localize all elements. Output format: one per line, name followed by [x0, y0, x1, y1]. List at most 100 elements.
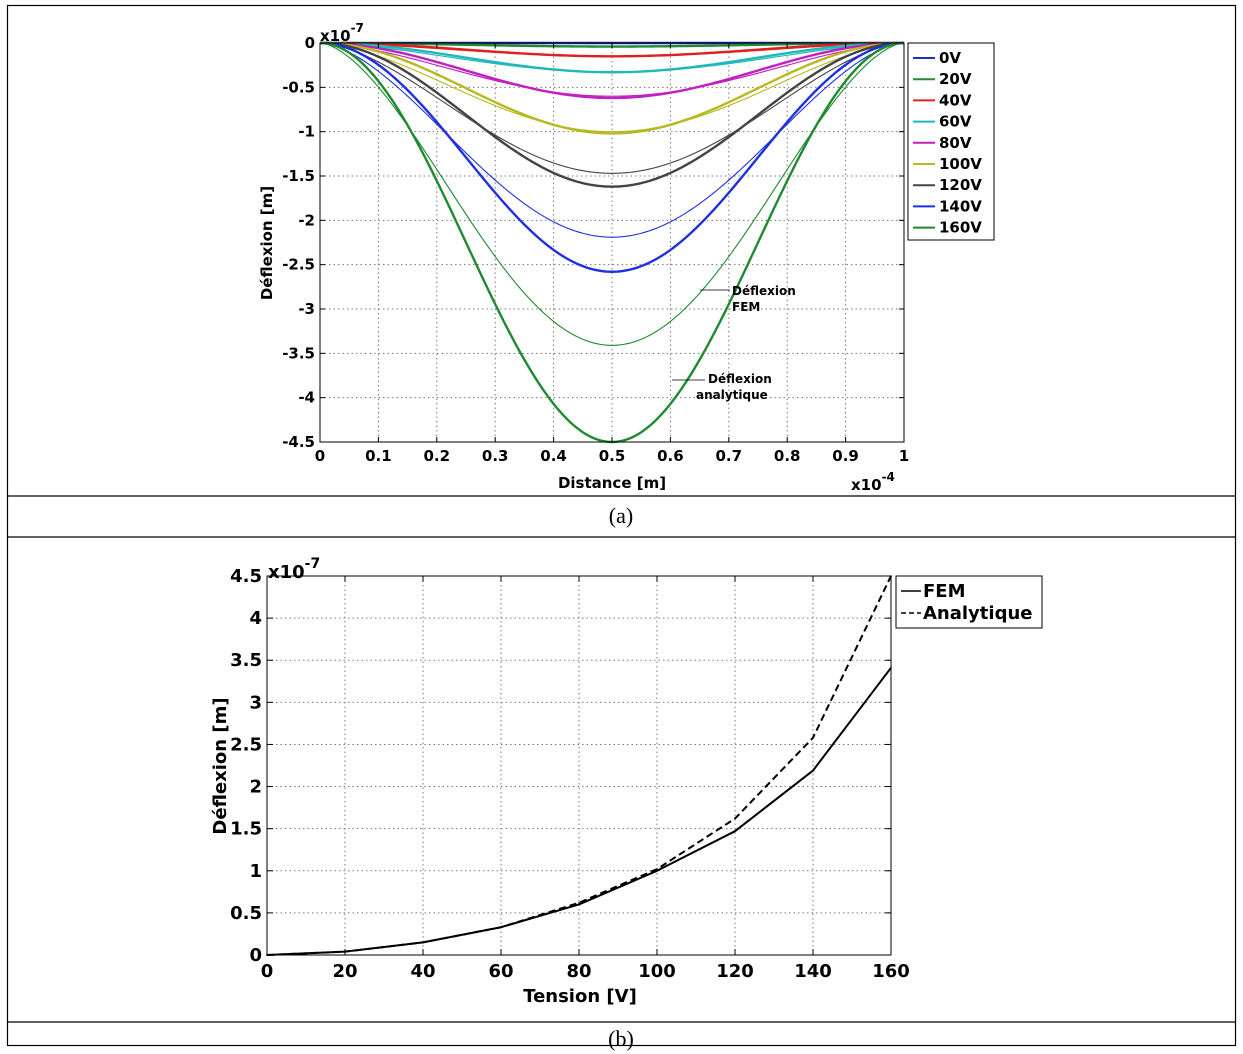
chart-b-y-label: Déflexion [m] [210, 697, 231, 834]
chart-a-grid [320, 43, 904, 442]
series-analytic-120V [319, 41, 905, 188]
x-tick-label: 0.6 [657, 447, 684, 465]
point-analytique [422, 941, 424, 944]
series-analytic-100V [319, 41, 905, 135]
chart-a-x-label: Distance [m] [558, 474, 666, 492]
y-tick-label: 2 [249, 777, 262, 798]
chart-b-y-exp-base: x10 [268, 562, 305, 583]
y-tick-label: 0.5 [230, 903, 262, 924]
chart-a-x-ticks: 0 0.1 0.2 0.3 0.4 0.5 0.6 0.7 0.8 0.9 1 [315, 43, 909, 465]
chart-a: 0 0.1 0.2 0.3 0.4 0.5 0.6 0.7 0.8 0.9 1 0 -0.5 -1 -1.… [258, 21, 995, 494]
series-fem-160V [319, 42, 905, 346]
y-tick-label: -4 [298, 389, 315, 407]
legend-label: 160V [939, 219, 982, 237]
point-fem [734, 830, 736, 832]
caption-a: (a) [609, 503, 633, 528]
y-tick-label: -2.5 [282, 256, 315, 274]
chart-a-x-exp-power: -4 [882, 470, 895, 484]
x-tick-label: 0.9 [832, 447, 859, 465]
y-tick-label: -4.5 [282, 433, 315, 451]
legend-label: 40V [939, 91, 972, 109]
legend-label: 100V [939, 155, 982, 173]
x-tick-label: 0 [261, 961, 274, 982]
y-tick-label: 2.5 [230, 734, 262, 755]
chart-b-y-exponent: x10-7 [268, 556, 320, 583]
x-tick-label: 60 [488, 961, 513, 982]
x-tick-label: 80 [566, 961, 591, 982]
chart-a-y-ticks: 0 -0.5 -1 -1.5 -2 -2.5 -3 -3.5 -4 -4.5 [282, 34, 904, 451]
x-tick-label: 0.4 [540, 447, 567, 465]
chart-b-grid [267, 576, 891, 955]
legend-label: 80V [939, 134, 972, 152]
point-fem [656, 869, 658, 872]
y-tick-label: 0 [305, 34, 315, 52]
caption-b: (b) [608, 1026, 634, 1051]
x-tick-label: 0.2 [424, 447, 451, 465]
series-fem-80V [319, 42, 905, 97]
series-analytic-140V [319, 41, 905, 273]
legend-label: 0V [939, 49, 961, 67]
chart-b-x-label: Tension [V] [523, 986, 637, 1007]
series-analytic-80V [319, 41, 905, 100]
y-tick-label: 1 [249, 861, 262, 882]
y-tick-label: -1 [298, 123, 315, 141]
legend-label: 60V [939, 113, 972, 131]
table-border [6, 4, 1237, 1047]
x-tick-label: 0.8 [774, 447, 801, 465]
x-tick-label: 120 [716, 961, 754, 982]
series-fem-140V [319, 42, 905, 238]
chart-a-y-label: Déflexion [m] [258, 186, 276, 300]
legend-label: 140V [939, 197, 982, 215]
y-tick-label: 3 [249, 692, 262, 713]
series-analytic-60V [319, 41, 905, 74]
y-tick-label: -3 [298, 300, 315, 318]
x-tick-label: 40 [410, 961, 435, 982]
legend-label: FEM [923, 581, 966, 602]
legend-label: 120V [939, 176, 982, 194]
annotation-fem-line1: Déflexion [732, 284, 796, 298]
series-fem-100V [319, 42, 905, 133]
chart-b-y-ticks: 0 0.5 1 1.5 2 2.5 3 3.5 4 4.5 [230, 566, 891, 966]
annotation-analytic-line1: Déflexion [708, 372, 772, 386]
x-tick-label: 0.3 [482, 447, 509, 465]
x-tick-label: 140 [794, 961, 832, 982]
chart-a-legend-entries: 0V 20V 40V 60V 80V 100V 120V 140V 160V [913, 49, 982, 237]
x-tick-label: 20 [332, 961, 357, 982]
legend-label: 20V [939, 70, 972, 88]
x-tick-label: 100 [638, 961, 676, 982]
y-tick-label: -3.5 [282, 344, 315, 362]
series-analytic-40V [320, 41, 904, 58]
chart-b: 0 20 40 60 80 100 120 140 160 0 0.5 1 1.5 2 2.5 3 3.5 4 4… [210, 556, 1043, 1007]
chart-b-x-ticks: 0 20 40 60 80 100 120 140 160 [261, 576, 910, 982]
annotation-analytic-line2: analytique [696, 388, 768, 402]
x-tick-label: 0.1 [365, 447, 392, 465]
y-tick-label: 0 [249, 945, 262, 966]
y-tick-label: -2 [298, 211, 315, 229]
chart-a-x-exp-base: x10 [851, 476, 882, 494]
point-fem [812, 769, 814, 772]
chart-b-y-exp-power: -7 [305, 556, 321, 572]
y-tick-label: -1.5 [282, 167, 315, 185]
x-tick-label: 0.7 [716, 447, 743, 465]
point-analytique [812, 736, 814, 739]
chart-a-y-exponent: x10-7 [320, 21, 364, 45]
chart-a-y-exp-power: -7 [351, 21, 364, 35]
chart-a-y-exp-base: x10 [320, 27, 351, 45]
y-tick-label: 4.5 [230, 566, 262, 587]
point-analytique [578, 901, 580, 904]
x-tick-label: 1 [899, 447, 909, 465]
x-tick-label: 160 [872, 961, 910, 982]
point-analytique [500, 926, 502, 929]
point-analytique [734, 817, 736, 820]
legend-label: Analytique [923, 603, 1032, 624]
chart-b-legend [895, 575, 1043, 629]
series-fem-120V [319, 42, 905, 174]
y-tick-label: 3.5 [230, 650, 262, 671]
y-tick-label: 4 [249, 608, 262, 629]
annotation-fem-line2: FEM [732, 300, 760, 314]
x-tick-label: 0.5 [599, 447, 626, 465]
y-tick-label: -0.5 [282, 78, 315, 96]
series-analytique [266, 575, 892, 956]
point-fem [578, 903, 580, 906]
